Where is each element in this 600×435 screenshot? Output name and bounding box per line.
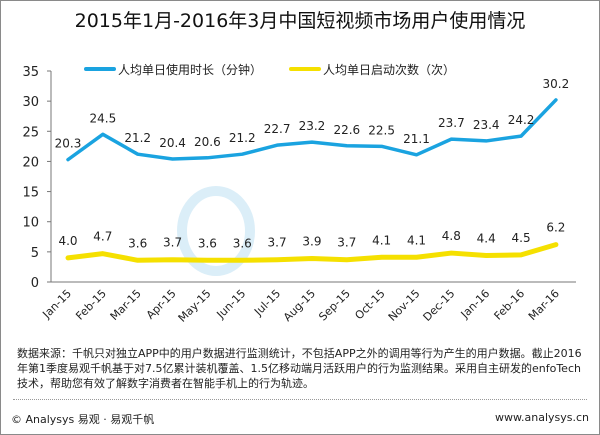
data-label: 4.5 bbox=[512, 231, 531, 245]
data-label: 23.4 bbox=[473, 118, 500, 132]
x-tick-label: Feb-16 bbox=[491, 287, 527, 323]
data-label: 3.6 bbox=[233, 236, 252, 250]
y-tick-label: 0 bbox=[31, 276, 39, 291]
y-tick-label: 20 bbox=[22, 155, 39, 170]
data-label: 23.2 bbox=[299, 119, 326, 133]
data-label: 20.6 bbox=[194, 135, 221, 149]
y-tick-label: 30 bbox=[22, 95, 39, 110]
x-tick-label: Apr-15 bbox=[144, 287, 179, 322]
data-label: 3.6 bbox=[128, 236, 147, 250]
x-tick-label: May-15 bbox=[176, 287, 214, 325]
x-tick-label: Jul-15 bbox=[251, 287, 283, 319]
chart-title: 2015年1月-2016年3月中国短视频市场用户使用情况 bbox=[74, 10, 526, 32]
x-tick-label: Feb-15 bbox=[73, 287, 109, 323]
data-label: 22.6 bbox=[333, 123, 360, 137]
data-label: 3.7 bbox=[163, 236, 182, 250]
divider bbox=[13, 399, 587, 400]
data-label: 4.0 bbox=[58, 234, 77, 248]
data-label: 3.7 bbox=[268, 236, 287, 250]
x-tick-label: Jan-16 bbox=[458, 287, 493, 322]
x-tick-label: Mar-16 bbox=[526, 287, 562, 323]
data-label: 21.1 bbox=[403, 132, 430, 146]
copyright: © Analysys 易观 · 易观千帆 bbox=[11, 413, 155, 426]
y-tick-label: 5 bbox=[31, 246, 39, 261]
legend-label: 人均单日使用时长（分钟） bbox=[118, 62, 262, 77]
y-tick-label: 35 bbox=[22, 65, 39, 80]
data-label: 4.8 bbox=[442, 229, 461, 243]
data-label: 4.4 bbox=[477, 231, 496, 245]
x-tick-label: Jan-15 bbox=[40, 287, 75, 322]
x-tick-label: Jun-15 bbox=[214, 287, 249, 322]
data-label: 4.1 bbox=[407, 233, 426, 247]
data-label: 24.5 bbox=[89, 111, 116, 125]
data-label: 3.7 bbox=[337, 236, 356, 250]
y-tick-label: 15 bbox=[22, 186, 39, 201]
x-tick-label: Oct-15 bbox=[352, 287, 387, 322]
data-label: 22.5 bbox=[368, 123, 395, 137]
data-label: 6.2 bbox=[546, 221, 565, 235]
x-tick-label: Sep-15 bbox=[316, 287, 353, 324]
watermark-logo bbox=[177, 186, 255, 276]
data-label: 3.6 bbox=[198, 236, 217, 250]
data-source-note: 数据来源：千帆只对独立APP中的用户数据进行监测统计，不包括APP之外的调用等行… bbox=[17, 347, 582, 390]
data-label: 23.7 bbox=[438, 116, 465, 130]
data-label: 3.9 bbox=[302, 234, 321, 248]
y-tick-label: 10 bbox=[22, 216, 39, 231]
data-label: 30.2 bbox=[543, 77, 570, 91]
data-label: 21.2 bbox=[124, 131, 151, 145]
x-tick-label: Mar-15 bbox=[108, 287, 144, 323]
data-label: 22.7 bbox=[264, 122, 291, 136]
x-tick-label: Dec-15 bbox=[421, 287, 458, 324]
data-label: 21.2 bbox=[229, 131, 256, 145]
legend-label: 人均单日启动次数（次） bbox=[323, 62, 455, 77]
data-label: 20.4 bbox=[159, 136, 186, 150]
data-label: 20.3 bbox=[55, 137, 82, 151]
data-label: 4.1 bbox=[372, 233, 391, 247]
y-tick-label: 25 bbox=[22, 125, 39, 140]
data-label: 4.7 bbox=[93, 230, 112, 244]
x-tick-label: Aug-15 bbox=[281, 287, 318, 324]
website-link[interactable]: www.analysys.cn bbox=[495, 411, 589, 424]
x-tick-label: Nov-15 bbox=[386, 287, 423, 324]
data-label: 24.2 bbox=[508, 113, 535, 127]
